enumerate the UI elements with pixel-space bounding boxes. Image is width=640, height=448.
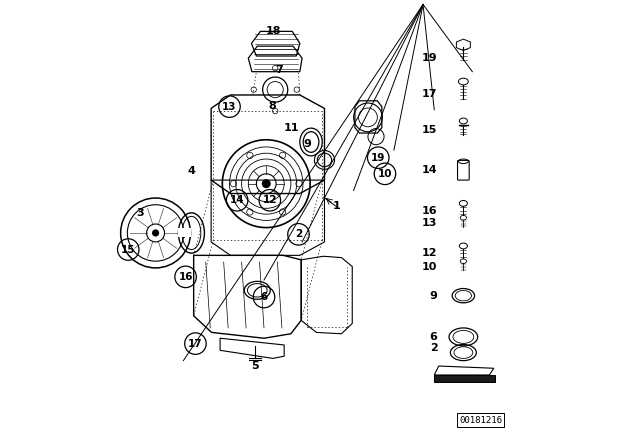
Circle shape [262, 179, 271, 188]
Text: 12: 12 [422, 248, 437, 258]
Text: 17: 17 [188, 339, 203, 349]
Text: 12: 12 [262, 195, 277, 205]
Bar [178, 228, 191, 237]
Text: 10: 10 [378, 169, 392, 179]
Text: 4: 4 [188, 166, 195, 176]
Text: 13: 13 [222, 102, 237, 112]
Text: 9: 9 [429, 291, 437, 301]
Text: 2: 2 [295, 229, 302, 239]
Text: 6: 6 [260, 292, 268, 302]
Text: 13: 13 [422, 218, 437, 228]
Text: 17: 17 [422, 89, 437, 99]
Text: 16: 16 [422, 206, 437, 215]
Text: 19: 19 [422, 53, 437, 63]
Text: 2: 2 [429, 343, 437, 353]
Circle shape [152, 229, 159, 237]
Text: 19: 19 [371, 153, 385, 163]
Text: 11: 11 [284, 123, 300, 133]
Text: 15: 15 [121, 245, 136, 254]
Text: 15: 15 [422, 125, 437, 135]
Text: 00181216: 00181216 [459, 416, 502, 425]
Text: 18: 18 [265, 26, 281, 36]
Text: 16: 16 [179, 272, 193, 282]
Text: 3: 3 [136, 208, 144, 218]
Text: 14: 14 [422, 165, 437, 175]
Text: 10: 10 [422, 262, 437, 271]
Text: 14: 14 [230, 195, 244, 205]
Text: 1: 1 [333, 201, 341, 211]
Text: 6: 6 [429, 332, 437, 342]
Text: 7: 7 [275, 65, 283, 75]
Text: 5: 5 [252, 362, 259, 371]
Text: 9: 9 [303, 139, 312, 149]
Polygon shape [435, 375, 495, 382]
Text: 8: 8 [268, 101, 276, 111]
